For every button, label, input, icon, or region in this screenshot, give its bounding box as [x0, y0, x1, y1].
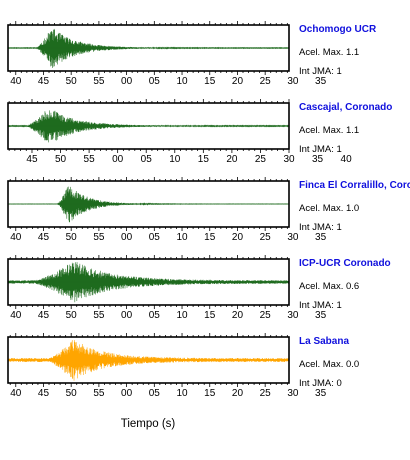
tick-label: 25	[260, 232, 272, 243]
tick-label: 25	[260, 76, 272, 87]
tick-label: 45	[38, 232, 50, 243]
tick-label: 15	[204, 310, 216, 321]
jma-intensity: Int JMA: 1	[299, 66, 342, 77]
tick-label: 00	[112, 154, 124, 165]
tick-label: 45	[26, 154, 38, 165]
jma-intensity: Int JMA: 1	[299, 222, 342, 233]
tick-label: 15	[198, 154, 210, 165]
tick-label: 10	[176, 232, 188, 243]
tick-label: 40	[10, 310, 22, 321]
max-acceleration: Acel. Max. 1.1	[299, 47, 359, 58]
tick-label: 25	[260, 310, 272, 321]
tick-label: 40	[10, 76, 22, 87]
tick-label: 10	[176, 76, 188, 87]
tick-label: 05	[149, 388, 161, 399]
max-acceleration: Acel. Max. 1.1	[299, 125, 359, 136]
jma-intensity: Int JMA: 0	[299, 378, 342, 389]
tick-label: 50	[55, 154, 67, 165]
jma-intensity: Int JMA: 1	[299, 300, 342, 311]
tick-label: 30	[287, 310, 299, 321]
tick-label: 05	[149, 76, 161, 87]
tick-label: 35	[315, 310, 327, 321]
tick-label: 55	[93, 310, 105, 321]
tick-label: 45	[38, 310, 50, 321]
tick-label: 05	[149, 232, 161, 243]
tick-label: 30	[287, 388, 299, 399]
seismogram-panel: 40 45 50 55 00 05 10 15 20 25 30 35 ICP-UCR Coronado…	[7, 255, 391, 321]
station-name: Ochomogo UCR	[299, 24, 377, 35]
tick-label: 30	[283, 154, 295, 165]
tick-label: 35	[315, 76, 327, 87]
tick-label: 45	[38, 388, 50, 399]
tick-label: 15	[204, 76, 216, 87]
tick-label: 25	[255, 154, 267, 165]
tick-label: 20	[232, 76, 244, 87]
tick-label: 35	[312, 154, 324, 165]
tick-label: 20	[232, 232, 244, 243]
seismogram-panel: 40 45 50 55 00 05 10 15 20 25 30 35 Ochomogo UCR Acel…	[7, 21, 377, 87]
jma-intensity: Int JMA: 1	[299, 144, 342, 155]
tick-label: 55	[84, 154, 96, 165]
tick-label: 00	[121, 232, 133, 243]
tick-label: 55	[93, 76, 105, 87]
station-name: ICP-UCR Coronado	[299, 258, 391, 269]
tick-label: 50	[66, 232, 78, 243]
seismogram-panel: 40 45 50 55 00 05 10 15 20 25 30 35 Finca El Corrali…	[7, 177, 410, 243]
tick-label: 20	[226, 154, 238, 165]
waveform-trace	[8, 186, 289, 223]
panel-frame	[7, 102, 290, 150]
tick-label: 00	[121, 76, 133, 87]
tick-label: 20	[232, 388, 244, 399]
seismogram-panel: 40 45 50 55 00 05 10 15 20 25 30 35 La Sabana Acel. M…	[7, 333, 359, 399]
waveform-trace	[8, 28, 289, 69]
tick-label: 15	[204, 388, 216, 399]
tick-label: 00	[121, 388, 133, 399]
tick-label: 10	[176, 388, 188, 399]
max-acceleration: Acel. Max. 1.0	[299, 203, 359, 214]
waveform-trace	[8, 340, 289, 381]
tick-label: 50	[66, 310, 78, 321]
tick-label: 40	[10, 232, 22, 243]
station-name: La Sabana	[299, 336, 349, 347]
station-name: Cascajal, Coronado	[299, 102, 392, 113]
tick-label: 05	[149, 310, 161, 321]
max-acceleration: Acel. Max. 0.6	[299, 281, 359, 292]
tick-label: 30	[287, 232, 299, 243]
tick-label: 35	[315, 388, 327, 399]
waveform-trace	[8, 110, 289, 143]
tick-label: 35	[315, 232, 327, 243]
seismogram-panel: 45 50 55 00 05 10 15 20 25 30 35 40 Cascajal, Corona…	[7, 99, 392, 165]
tick-label: 30	[287, 76, 299, 87]
tick-label: 40	[341, 154, 353, 165]
max-acceleration: Acel. Max. 0.0	[299, 359, 359, 370]
x-axis-title: Tiempo (s)	[121, 418, 176, 430]
tick-label: 55	[93, 388, 105, 399]
tick-label: 45	[38, 76, 50, 87]
tick-label: 00	[121, 310, 133, 321]
tick-label: 55	[93, 232, 105, 243]
tick-label: 20	[232, 310, 244, 321]
tick-label: 25	[260, 388, 272, 399]
tick-label: 10	[169, 154, 181, 165]
tick-label: 15	[204, 232, 216, 243]
tick-label: 10	[176, 310, 188, 321]
tick-label: 50	[66, 388, 78, 399]
tick-label: 50	[66, 76, 78, 87]
tick-label: 40	[10, 388, 22, 399]
station-name: Finca El Corralillo, Coronado	[299, 180, 410, 191]
tick-label: 05	[141, 154, 153, 165]
